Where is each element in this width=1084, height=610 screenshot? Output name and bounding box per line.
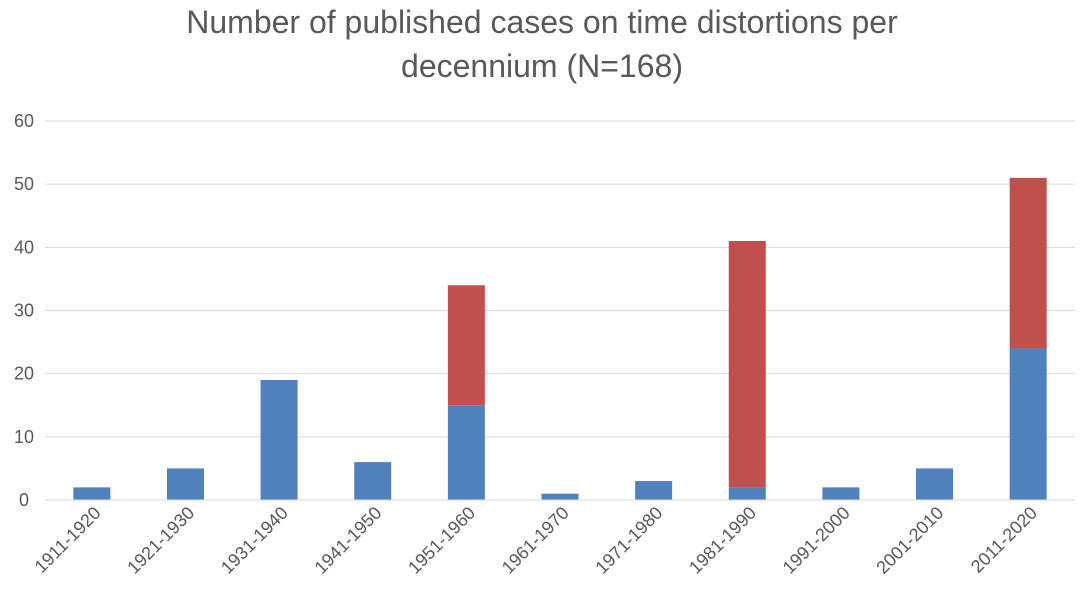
- y-tick-label: 20: [14, 364, 34, 384]
- bar-series-1: [1009, 348, 1047, 500]
- x-tick-label: 1971-1980: [591, 503, 666, 578]
- x-tick-label: 1951-1960: [404, 503, 479, 578]
- y-tick-label: 10: [14, 427, 34, 447]
- x-tick-label: 1931-1940: [217, 503, 292, 578]
- y-tick-label: 0: [19, 490, 29, 510]
- y-tick-label: 50: [14, 174, 34, 194]
- x-tick-label: 2001-2010: [872, 503, 947, 578]
- bars: [73, 177, 1047, 500]
- gridlines: [45, 120, 1075, 438]
- y-tick-label: 40: [14, 237, 34, 257]
- x-tick-label: 1981-1990: [685, 503, 760, 578]
- bar-series-1: [73, 487, 111, 500]
- x-axis-ticks: 1911-1920 1921-1930 1931-1940 1941-1950 1951…: [31, 503, 1041, 578]
- bar-series-1: [541, 493, 579, 500]
- x-tick-label: 1961-1970: [498, 503, 573, 578]
- chart-title: Number of published cases on time distor…: [0, 0, 1084, 88]
- bar-series-1: [354, 462, 392, 500]
- x-tick-label: 1921-1930: [123, 503, 198, 578]
- y-axis-ticks: 0 10 20 30 40 50 60: [14, 111, 34, 510]
- bar-series-1: [447, 405, 485, 500]
- chart-title-line-1: Number of published cases on time distor…: [186, 4, 898, 40]
- bar-series-1: [916, 468, 954, 500]
- y-tick-label: 60: [14, 111, 34, 131]
- x-tick-label: 1941-1950: [311, 503, 386, 578]
- chart-title-line-2: decennium (N=168): [401, 48, 683, 84]
- bar-series-1: [260, 379, 298, 500]
- bar-series-1: [728, 487, 766, 500]
- x-tick-label: 1911-1920: [31, 503, 105, 577]
- x-tick-label: 2011-2020: [967, 503, 1041, 577]
- bar-series-1: [166, 468, 204, 500]
- bar-series-2: [447, 285, 485, 406]
- bar-series-1: [635, 481, 673, 500]
- bar-series-2: [1009, 177, 1047, 349]
- x-tick-label: 1991-2000: [779, 503, 854, 578]
- bar-series-1: [822, 487, 860, 500]
- bar-series-2: [728, 241, 766, 488]
- y-tick-label: 30: [14, 301, 34, 321]
